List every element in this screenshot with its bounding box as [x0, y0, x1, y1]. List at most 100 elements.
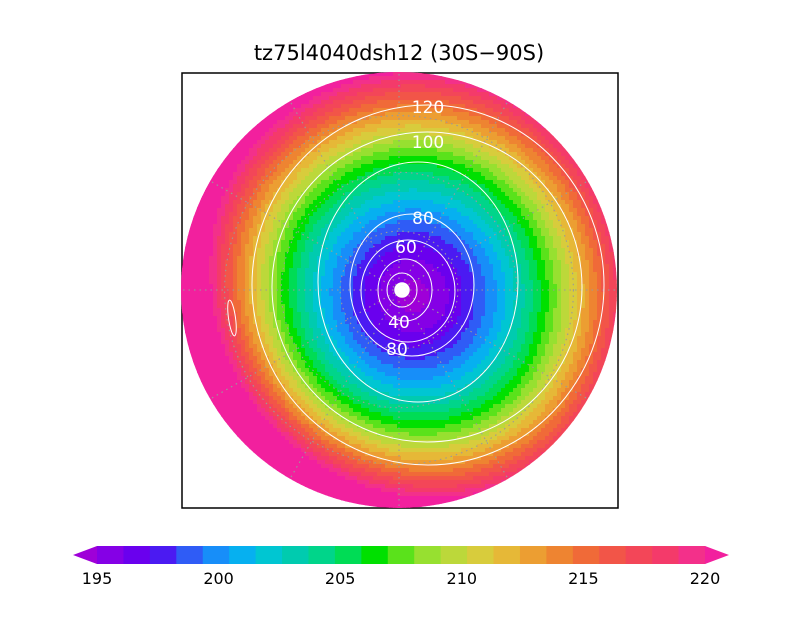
field-cell: [293, 268, 298, 273]
field-cell: [449, 156, 454, 161]
field-cell: [389, 284, 394, 289]
field-cell: [269, 128, 274, 133]
field-cell: [413, 256, 418, 261]
field-cell: [229, 244, 234, 249]
field-cell: [325, 276, 330, 281]
field-cell: [485, 100, 490, 105]
field-cell: [457, 216, 462, 221]
field-cell: [237, 236, 242, 241]
field-cell: [521, 256, 526, 261]
field-cell: [553, 236, 558, 241]
field-cell: [305, 104, 310, 109]
field-cell: [541, 228, 546, 233]
field-cell: [225, 276, 230, 281]
field-cell: [365, 156, 370, 161]
field-cell: [257, 200, 262, 205]
field-cell: [397, 264, 402, 269]
field-cell: [337, 268, 342, 273]
field-cell: [325, 236, 330, 241]
field-cell: [441, 260, 446, 265]
field-cell: [349, 128, 354, 133]
field-cell: [349, 84, 354, 89]
field-cell: [373, 80, 378, 85]
field-cell: [301, 248, 306, 253]
field-cell: [485, 212, 490, 217]
field-cell: [221, 268, 226, 273]
field-cell: [525, 284, 530, 289]
field-cell: [381, 224, 386, 229]
field-cell: [493, 236, 498, 241]
field-cell: [445, 208, 450, 213]
field-cell: [421, 168, 426, 173]
field-cell: [413, 104, 418, 109]
field-cell: [453, 144, 458, 149]
field-cell: [349, 88, 354, 93]
field-cell: [249, 164, 254, 169]
field-cell: [445, 88, 450, 93]
field-cell: [497, 112, 502, 117]
field-cell: [205, 240, 210, 245]
field-cell: [473, 104, 478, 109]
field-cell: [489, 288, 494, 293]
field-cell: [365, 100, 370, 105]
field-cell: [277, 216, 282, 221]
field-cell: [453, 184, 458, 189]
field-cell: [433, 132, 438, 137]
field-cell: [517, 184, 522, 189]
field-cell: [425, 184, 430, 189]
field-cell: [381, 100, 386, 105]
field-cell: [605, 240, 610, 245]
field-cell: [401, 88, 406, 93]
field-cell: [437, 204, 442, 209]
field-cell: [257, 204, 262, 209]
field-cell: [277, 164, 282, 169]
field-cell: [269, 172, 274, 177]
field-cell: [409, 76, 414, 81]
field-cell: [429, 152, 434, 157]
field-cell: [505, 288, 510, 293]
field-cell: [373, 240, 378, 245]
field-cell: [469, 80, 474, 85]
field-cell: [361, 256, 366, 261]
field-cell: [269, 152, 274, 157]
field-cell: [533, 216, 538, 221]
field-cell: [329, 216, 334, 221]
field-cell: [285, 140, 290, 145]
field-cell: [309, 152, 314, 157]
field-cell: [365, 252, 370, 257]
field-cell: [333, 292, 338, 297]
field-cell: [425, 292, 430, 297]
field-cell: [349, 96, 354, 101]
field-cell: [361, 192, 366, 197]
field-cell: [349, 264, 354, 269]
field-cell: [481, 248, 486, 253]
field-cell: [281, 200, 286, 205]
field-cell: [401, 240, 406, 245]
field-cell: [225, 284, 230, 289]
field-cell: [501, 204, 506, 209]
field-cell: [473, 264, 478, 269]
field-cell: [501, 244, 506, 249]
field-cell: [465, 196, 470, 201]
field-cell: [381, 88, 386, 93]
field-cell: [465, 292, 470, 297]
field-cell: [537, 264, 542, 269]
field-cell: [337, 124, 342, 129]
field-cell: [201, 204, 206, 209]
field-cell: [509, 156, 514, 161]
field-cell: [229, 220, 234, 225]
field-cell: [497, 216, 502, 221]
field-cell: [409, 240, 414, 245]
field-cell: [321, 172, 326, 177]
field-cell: [365, 204, 370, 209]
field-cell: [293, 288, 298, 293]
field-cell: [313, 244, 318, 249]
field-cell: [509, 140, 514, 145]
field-cell: [381, 128, 386, 133]
field-cell: [261, 260, 266, 265]
field-cell: [193, 204, 198, 209]
field-cell: [373, 272, 378, 277]
field-cell: [593, 256, 598, 261]
field-cell: [325, 200, 330, 205]
field-cell: [225, 264, 230, 269]
